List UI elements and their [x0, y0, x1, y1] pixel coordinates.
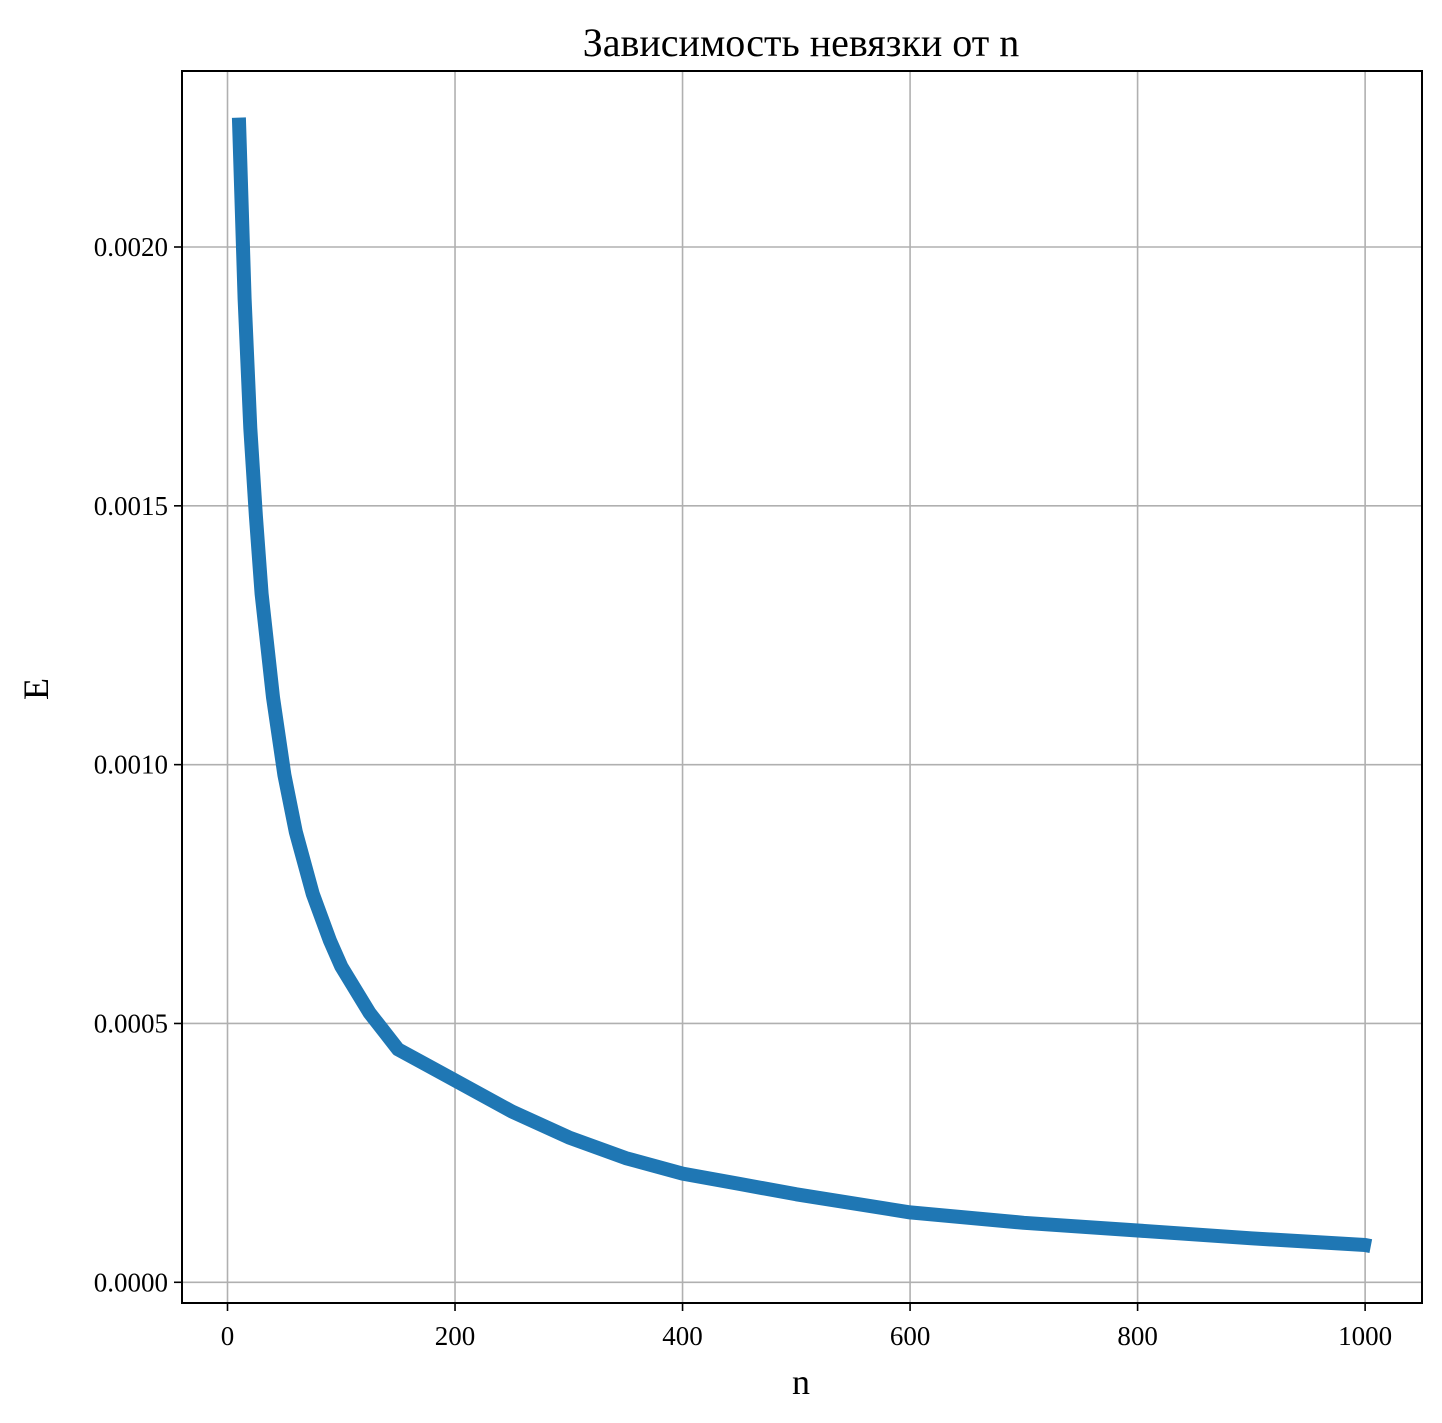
x-tick-label: 1000	[1338, 1321, 1392, 1351]
plot-frame	[181, 70, 1423, 1304]
y-tick-label: 0.0005	[94, 1008, 168, 1038]
series-line	[231, 117, 1373, 1253]
x-tick-label: 600	[890, 1321, 931, 1351]
ticks: 0 200 400 600 800 1000 0.0000 0.0005 0.0010 0.001…	[94, 232, 1392, 1351]
y-axis-label: E	[16, 678, 56, 700]
y-tick-label: 0.0015	[94, 491, 168, 521]
y-tick-label: 0.0000	[94, 1267, 168, 1297]
grid	[182, 71, 1422, 1303]
x-axis-label: n	[792, 1362, 810, 1402]
y-tick-label: 0.0010	[94, 750, 168, 780]
y-tick-label: 0.0020	[94, 232, 168, 262]
x-tick-label: 200	[435, 1321, 476, 1351]
x-tick-label: 0	[221, 1321, 235, 1351]
x-tick-label: 800	[1117, 1321, 1158, 1351]
x-tick-label: 400	[662, 1321, 703, 1351]
chart-title: Зависимость невязки от n	[583, 20, 1020, 65]
series-layer	[231, 117, 1373, 1253]
